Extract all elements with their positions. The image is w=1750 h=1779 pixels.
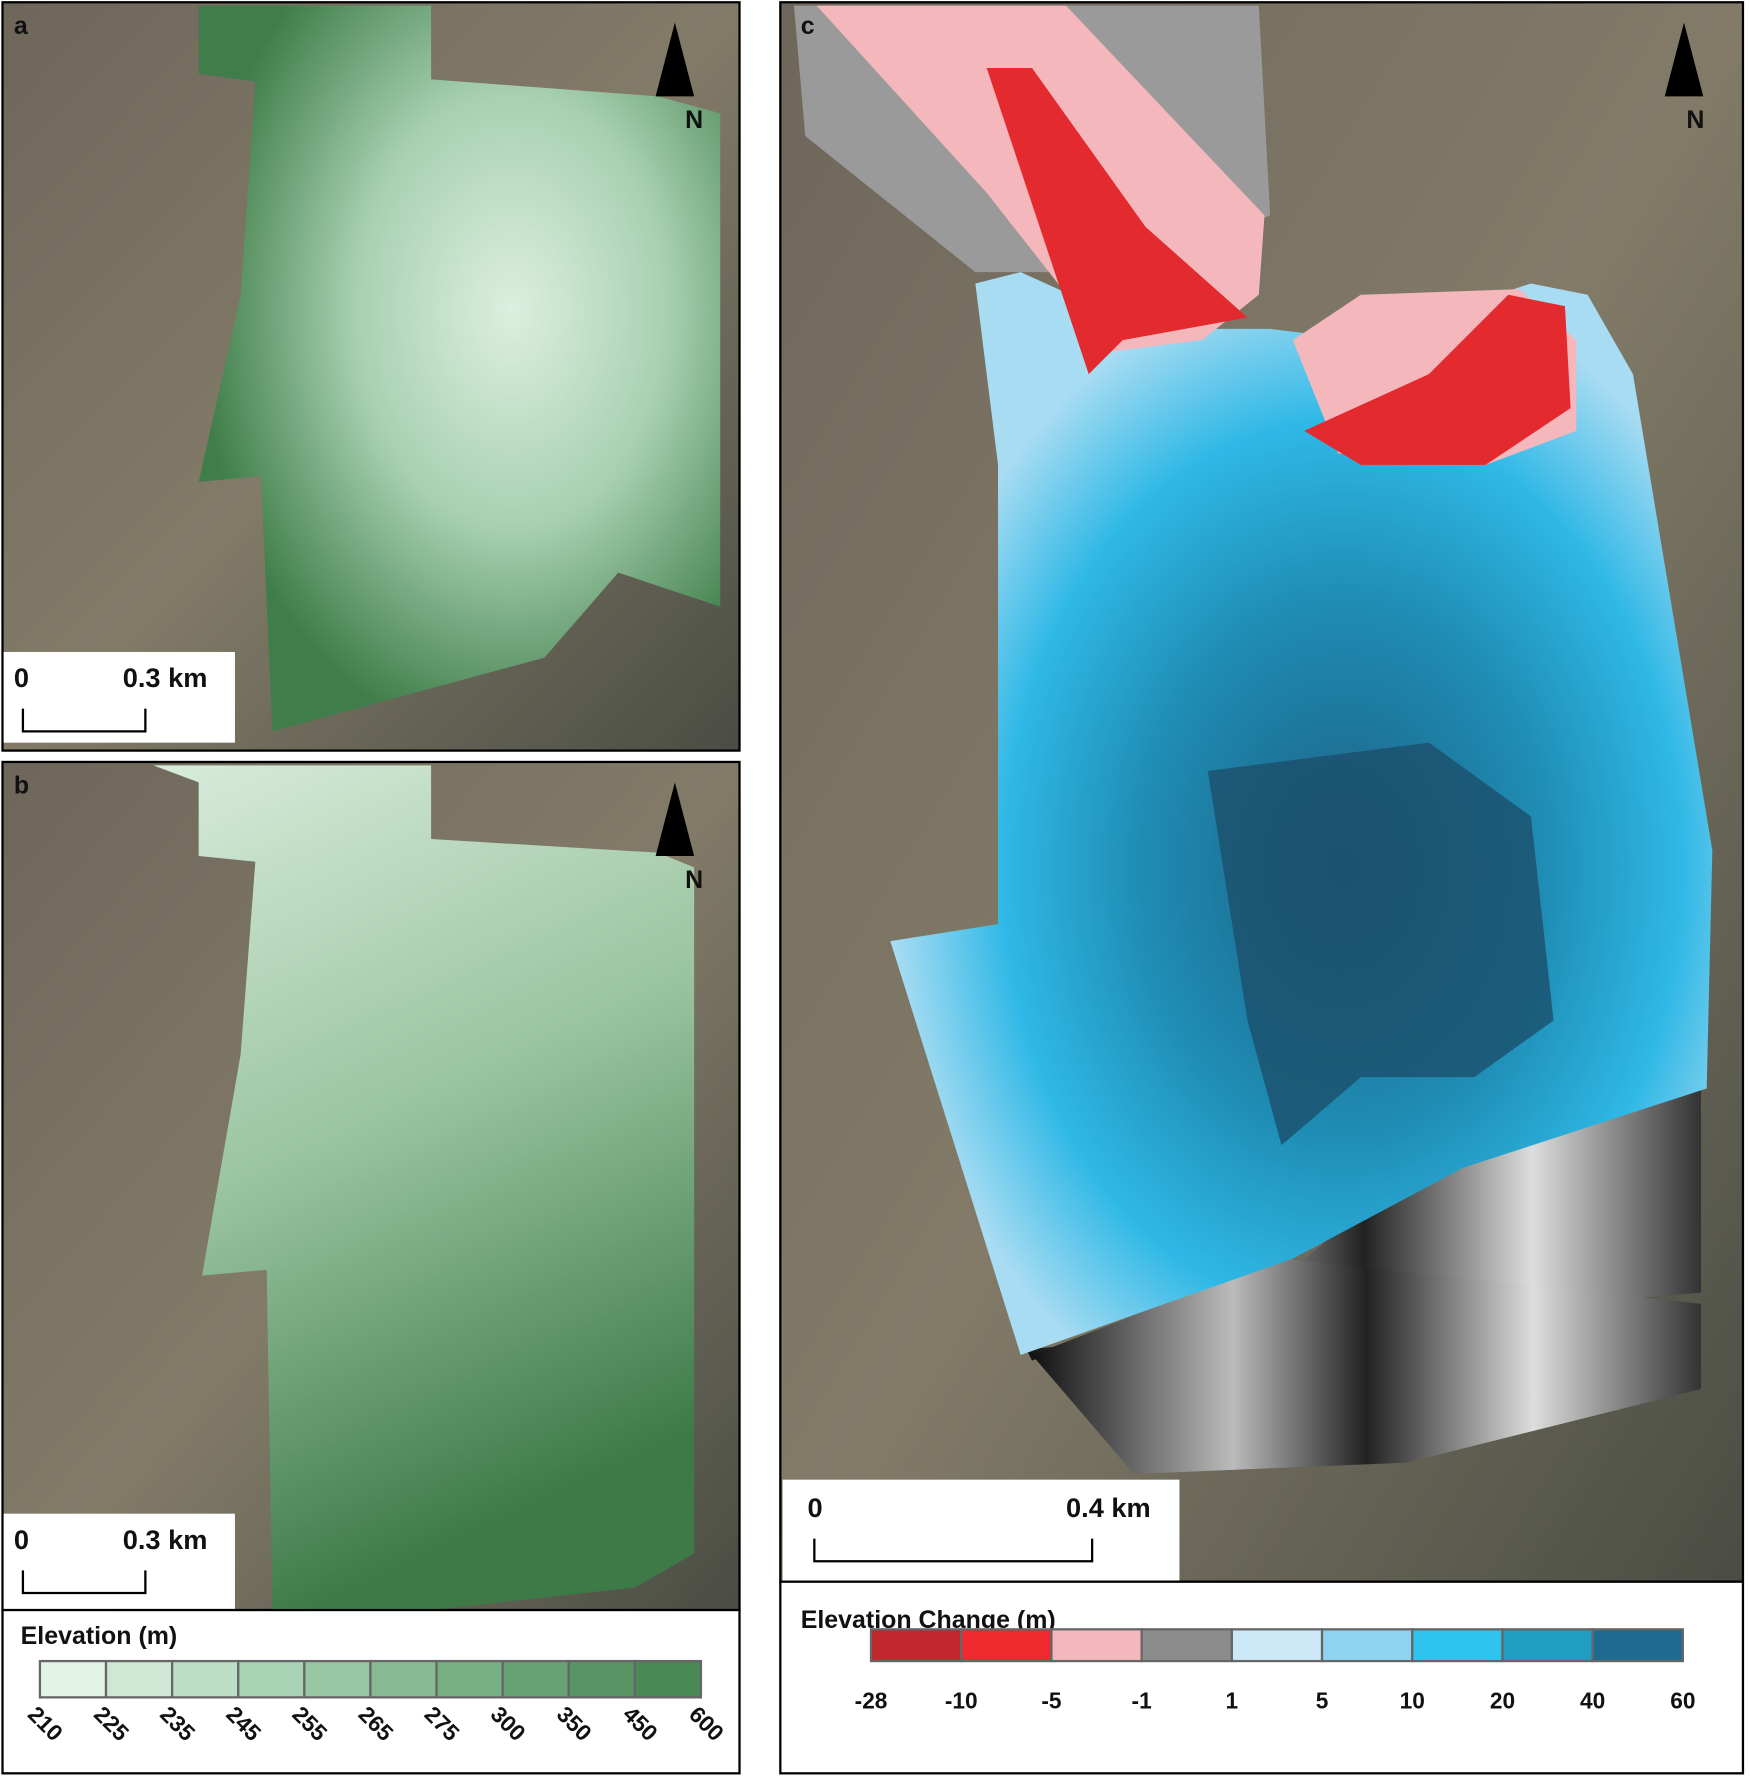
scale-box bbox=[782, 1479, 1180, 1581]
legend-label: -10 bbox=[945, 1688, 978, 1714]
legend-label: 20 bbox=[1490, 1688, 1515, 1714]
scale-start: 0 bbox=[808, 1492, 823, 1523]
scale-start: 0 bbox=[14, 662, 29, 693]
legend-swatch bbox=[1320, 1628, 1414, 1663]
hillshade bbox=[1032, 1258, 1702, 1474]
elevation-surface bbox=[198, 5, 721, 732]
scale-start: 0 bbox=[14, 1524, 29, 1555]
legend-label: 40 bbox=[1580, 1688, 1605, 1714]
elevation-surface bbox=[153, 765, 695, 1611]
scale-box bbox=[3, 651, 235, 743]
panel-label: b bbox=[14, 772, 29, 800]
scale-end: 0.3 km bbox=[123, 1524, 208, 1555]
panel-a: a N 0 0.3 km bbox=[1, 1, 741, 752]
north-arrow bbox=[655, 22, 695, 97]
panel-c: c N 0 0.4 km bbox=[779, 1, 1745, 1583]
legend-swatch bbox=[869, 1628, 963, 1663]
scale-bar bbox=[813, 1538, 1094, 1563]
legend-swatch bbox=[567, 1659, 636, 1699]
legend-swatch bbox=[1050, 1628, 1143, 1663]
panel-b: b N 0 0.3 km bbox=[1, 760, 741, 1612]
north-label: N bbox=[685, 866, 703, 894]
north-arrow bbox=[655, 782, 695, 857]
legend-label: -5 bbox=[1041, 1688, 1061, 1714]
legend-label: -28 bbox=[855, 1688, 888, 1714]
legend-swatch bbox=[1591, 1628, 1684, 1663]
legend-swatch bbox=[237, 1659, 306, 1699]
legend-label: 60 bbox=[1670, 1688, 1695, 1714]
scale-end: 0.4 km bbox=[1066, 1492, 1151, 1523]
legend-swatch bbox=[369, 1659, 438, 1699]
legend-swatch bbox=[1411, 1628, 1504, 1663]
elevation-change-surface bbox=[986, 68, 1248, 375]
north-arrow bbox=[1664, 22, 1704, 97]
legend-swatch bbox=[170, 1659, 240, 1699]
legend-elevation: Elevation (m) 210 225 235 245 255 265 275 300 35… bbox=[1, 1608, 741, 1775]
elevation-change-surface bbox=[1207, 742, 1554, 1146]
panel-label: c bbox=[801, 12, 815, 40]
north-label: N bbox=[685, 106, 703, 134]
legend-label: 5 bbox=[1316, 1688, 1329, 1714]
legend-swatch bbox=[38, 1659, 108, 1699]
scale-bar bbox=[21, 1570, 147, 1595]
legend-swatch bbox=[104, 1659, 174, 1699]
legend-swatch bbox=[633, 1659, 703, 1699]
legend-title: Elevation (m) bbox=[21, 1622, 178, 1650]
legend-label: 1 bbox=[1226, 1688, 1239, 1714]
scale-end: 0.3 km bbox=[123, 662, 208, 693]
scale-bar bbox=[21, 708, 147, 733]
legend-swatch bbox=[501, 1659, 570, 1699]
legend-swatch bbox=[1140, 1628, 1233, 1663]
north-label: N bbox=[1686, 106, 1704, 134]
elevation-change-surface bbox=[1304, 294, 1571, 465]
legend-swatch bbox=[303, 1659, 372, 1699]
legend-box bbox=[779, 1580, 1745, 1775]
legend-swatch bbox=[960, 1628, 1053, 1663]
legend-elevation-change: Elevation Change (m) -28 -10 -5 -1 1 5 10 20 40 6… bbox=[779, 1580, 1745, 1775]
legend-swatch bbox=[1501, 1628, 1594, 1663]
legend-label: -1 bbox=[1132, 1688, 1152, 1714]
legend-swatch bbox=[435, 1659, 504, 1699]
legend-swatch bbox=[1230, 1628, 1324, 1663]
legend-label: 10 bbox=[1400, 1688, 1425, 1714]
panel-label: a bbox=[14, 12, 29, 40]
